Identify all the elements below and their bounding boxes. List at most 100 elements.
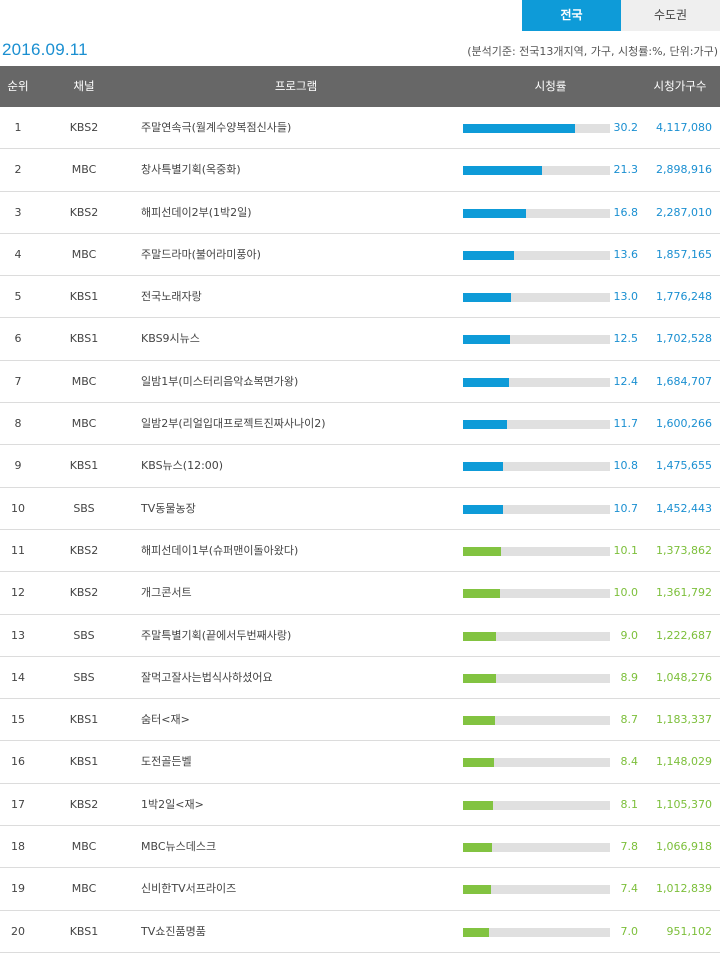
rating-bar-fill (463, 250, 514, 260)
rating-bar-fill (463, 504, 503, 514)
channel-cell: SBS (73, 670, 95, 684)
rating-cell: 8.4 (620, 755, 639, 769)
rating-bar-track (463, 885, 610, 895)
channel-cell: SBS (73, 628, 95, 642)
ratings-table: 1 KBS2 주말연속극(월계수양복점신사들) 30.2 4,117,080 2 MBC 창사… (0, 107, 720, 953)
tab-nationwide[interactable]: 전국 (522, 0, 621, 31)
rating-bar-track (463, 673, 610, 683)
rating-cell: 30.2 (613, 121, 639, 134)
rating-cell: 21.3 (613, 163, 639, 177)
region-tabs: 전국 수도권 (522, 0, 720, 31)
rank-cell: 15 (11, 713, 25, 727)
tab-capital-area[interactable]: 수도권 (621, 0, 720, 31)
rating-cell: 9.0 (620, 628, 639, 642)
households-cell: 4,117,080 (656, 121, 712, 134)
channel-cell: KBS2 (69, 797, 99, 811)
rating-bar-fill (463, 631, 496, 641)
households-cell: 1,048,276 (656, 670, 712, 684)
rating-cell: 8.7 (620, 713, 639, 727)
rank-cell: 1 (14, 121, 22, 134)
header-households: 시청가구수 (653, 79, 707, 93)
rating-bar-track (463, 377, 610, 387)
program-cell: 주말특별기획(끝에서두번째사랑) (141, 628, 292, 642)
rating-cell: 12.5 (613, 332, 639, 346)
channel-cell: KBS2 (69, 543, 99, 557)
table-row: 15 KBS1 숨터<재> 8.7 1,183,337 (0, 699, 720, 742)
rank-cell: 7 (14, 374, 22, 388)
program-cell: 전국노래자랑 (141, 290, 202, 304)
channel-cell: KBS1 (69, 332, 99, 346)
rating-bar-track (463, 716, 610, 726)
households-cell: 2,898,916 (656, 163, 712, 177)
rating-bar-fill (463, 293, 511, 303)
program-cell: 해피선데이2부(1박2일) (141, 205, 252, 219)
table-row: 17 KBS2 1박2일<재> 8.1 1,105,370 (0, 784, 720, 827)
rating-bar-fill (463, 673, 496, 683)
program-cell: KBS9시뉴스 (141, 332, 200, 346)
rating-bar-track (463, 800, 610, 810)
table-row: 16 KBS1 도전골든벨 8.4 1,148,029 (0, 741, 720, 784)
households-cell: 1,684,707 (656, 374, 712, 388)
households-cell: 1,222,687 (656, 628, 712, 642)
rating-bar-track (463, 927, 610, 937)
table-row: 1 KBS2 주말연속극(월계수양복점신사들) 30.2 4,117,080 (0, 107, 720, 150)
table-row: 12 KBS2 개그콘서트 10.0 1,361,792 (0, 572, 720, 615)
program-cell: 신비한TV서프라이즈 (141, 882, 237, 896)
table-row: 8 MBC 일밤2부(리얼입대프로젝트진짜사나이2) 11.7 1,600,266 (0, 403, 720, 446)
rating-cell: 16.8 (613, 205, 639, 219)
rating-bar-fill (463, 843, 492, 853)
rating-bar-fill (463, 927, 489, 937)
header-channel: 채널 (73, 79, 95, 93)
rating-bar-track (463, 631, 610, 641)
channel-cell: MBC (71, 882, 97, 896)
households-cell: 1,148,029 (656, 755, 712, 769)
rating-bar-fill (463, 124, 575, 133)
rating-bar-fill (463, 758, 494, 768)
households-cell: 1,373,862 (656, 543, 712, 557)
rating-bar-fill (463, 420, 507, 430)
analysis-criteria: (분석기준: 전국13개지역, 가구, 시청률:%, 단위:가구) (467, 45, 718, 58)
rank-cell: 11 (11, 543, 25, 557)
table-row: 19 MBC 신비한TV서프라이즈 7.4 1,012,839 (0, 868, 720, 911)
rating-bar-fill (463, 335, 510, 345)
channel-cell: KBS2 (69, 121, 99, 134)
households-cell: 1,776,248 (656, 290, 712, 304)
channel-cell: KBS2 (69, 205, 99, 219)
rating-cell: 12.4 (613, 374, 639, 388)
table-row: 4 MBC 주말드라마(불어라미풍아) 13.6 1,857,165 (0, 234, 720, 277)
rank-cell: 12 (11, 586, 25, 600)
rating-cell: 10.1 (613, 543, 639, 557)
rating-bar-track (463, 208, 610, 218)
rank-cell: 2 (14, 163, 22, 177)
table-header: 순위 채널 프로그램 시청률 시청가구수 (0, 66, 720, 107)
households-cell: 2,287,010 (656, 205, 712, 219)
channel-cell: MBC (71, 374, 97, 388)
header-program: 프로그램 (274, 79, 318, 93)
rating-bar-track (463, 758, 610, 768)
rating-bar-fill (463, 208, 526, 218)
header-rank: 순위 (7, 79, 29, 93)
rating-bar-track (463, 504, 610, 514)
rating-bar-track (463, 293, 610, 303)
rating-bar-fill (463, 377, 509, 387)
rank-cell: 18 (11, 840, 25, 854)
table-row: 20 KBS1 TV쇼진품명품 7.0 951,102 (0, 911, 720, 953)
header-rating: 시청률 (534, 79, 567, 93)
date-label: 2016.09.11 (2, 40, 88, 59)
households-cell: 1,452,443 (656, 501, 712, 515)
rating-bar-track (463, 589, 610, 599)
rating-cell: 11.7 (613, 417, 639, 431)
rating-cell: 13.6 (613, 247, 639, 261)
rating-cell: 10.7 (613, 501, 639, 515)
rating-cell: 8.9 (620, 670, 639, 684)
channel-cell: KBS1 (69, 924, 99, 938)
rating-bar-track (463, 843, 610, 853)
rating-bar-track (463, 462, 610, 472)
program-cell: 일밤2부(리얼입대프로젝트진짜사나이2) (141, 417, 326, 431)
program-cell: TV쇼진품명품 (141, 924, 206, 938)
rating-bar-track (463, 420, 610, 430)
program-cell: KBS뉴스(12:00) (141, 459, 224, 473)
rank-cell: 10 (11, 501, 25, 515)
households-cell: 1,857,165 (656, 247, 712, 261)
households-cell: 1,361,792 (656, 586, 712, 600)
